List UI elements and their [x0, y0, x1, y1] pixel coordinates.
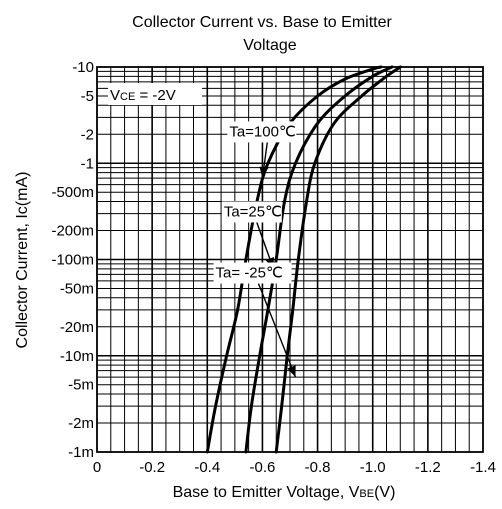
y-tick-label: -2	[81, 126, 94, 143]
x-tick-label: -1.0	[360, 459, 386, 476]
condition-rest: = -2V	[135, 87, 175, 104]
y-tick-label: -500m	[51, 184, 94, 201]
x-axis-label: Base to Emitter Voltage, VBE(V)	[173, 484, 396, 501]
annotation-1: Ta=100℃	[227, 121, 297, 179]
chart-title-line-2: Voltage	[243, 37, 296, 54]
plot-frame	[96, 66, 484, 453]
annotation-background	[221, 201, 282, 223]
x-axis-label-sub: BE	[359, 488, 374, 500]
x-tick-label: -0.4	[194, 459, 220, 476]
annotation-arrow-line	[257, 283, 297, 378]
condition-label: VCE = -2V	[108, 83, 202, 105]
y-axis-label: Collector Current, Ic(mA)	[14, 172, 31, 349]
x-tick-label: -0.8	[305, 459, 331, 476]
series-line-1	[205, 65, 383, 454]
y-tick-label: -5	[81, 88, 94, 105]
curves	[205, 65, 402, 454]
chart-title-line-1: Collector Current vs. Base to Emitter	[132, 14, 392, 31]
x-tick-labels: 0 -0.2 -0.4 -0.6 -0.8 -1.0 -1.2 -1.4	[93, 459, 496, 476]
annotation-text: Ta=100℃	[229, 123, 295, 140]
series-line-2	[244, 65, 394, 454]
y-tick-label: -1	[81, 155, 94, 172]
y-tick-label: -100m	[51, 252, 94, 269]
series-line-3	[274, 65, 402, 454]
x-tick-label: 0	[93, 459, 101, 476]
annotation-3: Ta= -25℃	[213, 262, 297, 378]
annotation-background	[227, 121, 297, 143]
y-tick-label: -1m	[68, 444, 94, 461]
y-tick-label: -200m	[51, 223, 94, 240]
x-tick-label: -1.4	[470, 459, 496, 476]
annotation-background	[213, 262, 292, 284]
annotation-arrowhead	[259, 166, 269, 179]
annotation-2: Ta=25℃	[221, 201, 282, 270]
x-axis-label-text: Base to Emitter Voltage, V	[173, 484, 360, 501]
y-tick-label: -5m	[68, 377, 94, 394]
x-tick-label: -0.6	[249, 459, 275, 476]
annotations: Ta=100℃ Ta=25℃ Ta= -25℃	[213, 121, 297, 378]
condition-sub: CE	[120, 91, 135, 103]
y-tick-label: -10m	[60, 348, 94, 365]
annotation-arrowhead	[287, 365, 296, 378]
y-tick-label: -50m	[60, 280, 94, 297]
x-axis-label-unit: (V)	[374, 484, 395, 501]
y-tick-label: -2m	[68, 415, 94, 432]
y-tick-label: -20m	[60, 319, 94, 336]
y-tick-labels: -10 -5 -2 -1 -500m -200m -100m -50m -20m -10m -5m -…	[51, 59, 94, 461]
y-tick-label: -10	[72, 59, 94, 76]
svg-text:VCE = -2V: VCE = -2V	[110, 87, 176, 104]
annotation-text: Ta=25℃	[224, 203, 282, 220]
x-tick-label: -1.2	[415, 459, 441, 476]
condition-prefix: V	[110, 87, 120, 104]
plot-frame-rect	[96, 66, 484, 453]
annotation-text: Ta= -25℃	[216, 265, 283, 282]
x-tick-label: -0.2	[139, 459, 165, 476]
